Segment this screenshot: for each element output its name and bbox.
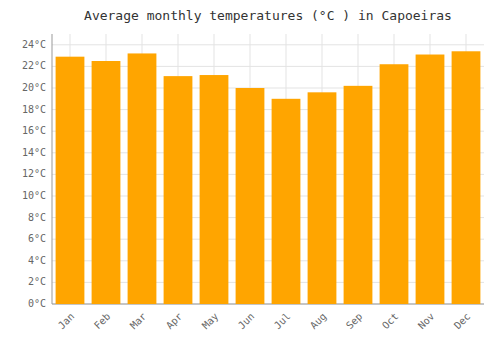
chart-svg: 0°C 2°C 4°C 6°C 8°C 10°C 12°C 14°C 16°C 18°C 20°C 2… <box>0 0 500 350</box>
y-tick-label: 22°C <box>22 60 46 71</box>
bar <box>56 57 85 304</box>
title: Average monthly temperatures (°C ) in Ca… <box>84 8 452 23</box>
y-grid-line <box>52 44 484 45</box>
y-tick-label: 20°C <box>22 82 46 93</box>
y-tick-label: 2°C <box>28 276 46 287</box>
x-tick-label: Jun <box>236 311 257 332</box>
x-tick-label: Jul <box>272 311 293 332</box>
x-tick-label: Jan <box>56 311 77 332</box>
axes: 0°C 2°C 4°C 6°C 8°C 10°C 12°C 14°C 16°C 18°C 20°C 2… <box>22 34 484 331</box>
bar <box>236 88 265 304</box>
bar <box>164 76 193 304</box>
x-tick-label: Oct <box>380 311 401 332</box>
chart-container: 0°C 2°C 4°C 6°C 8°C 10°C 12°C 14°C 16°C 18°C 20°C 2… <box>0 0 500 350</box>
x-tick-label: Apr <box>164 311 185 332</box>
bar <box>452 51 481 304</box>
bar <box>416 55 445 304</box>
y-axis-line <box>52 34 53 304</box>
y-tick-label: 6°C <box>28 233 46 244</box>
page: {"chart_data": {"type": "bar", "title": … <box>0 0 500 350</box>
y-tick-label: 10°C <box>22 190 46 201</box>
bar <box>200 75 229 304</box>
x-tick-label: May <box>200 311 221 332</box>
y-tick-label: 12°C <box>22 168 46 179</box>
x-tick-label: Sep <box>344 311 365 332</box>
y-tick-label: 18°C <box>22 104 46 115</box>
x-tick-label: Feb <box>92 311 113 332</box>
x-tick-label: Mar <box>128 311 149 332</box>
bar <box>344 86 373 304</box>
y-tick-label: 4°C <box>28 255 46 266</box>
bar <box>272 99 301 304</box>
x-tick-label: Dec <box>452 311 473 332</box>
x-tick-label: Aug <box>308 311 329 332</box>
bars <box>56 51 481 304</box>
bar <box>308 92 337 304</box>
y-tick-label: 0°C <box>28 298 46 309</box>
bar <box>92 61 121 304</box>
y-tick-label: 8°C <box>28 212 46 223</box>
bar <box>128 53 157 304</box>
y-tick-label: 14°C <box>22 147 46 158</box>
y-tick-label: 16°C <box>22 125 46 136</box>
grid <box>52 34 484 304</box>
y-tick-label: 24°C <box>22 39 46 50</box>
x-tick-label: Nov <box>416 311 437 332</box>
bar <box>380 64 409 304</box>
